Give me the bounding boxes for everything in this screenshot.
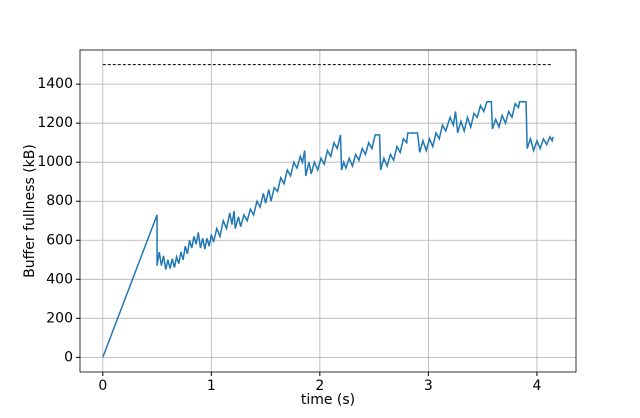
y-tick-label: 800 [46, 193, 73, 209]
x-tick-label: 3 [424, 378, 433, 394]
y-tick-label: 600 [46, 232, 73, 248]
y-tick-label: 200 [46, 310, 73, 326]
data-line [102, 100, 554, 358]
x-tick-label: 1 [207, 378, 216, 394]
y-axis-label: Buffer fullness (kB) [22, 144, 38, 278]
x-tick-label: 4 [532, 378, 541, 394]
y-tick-label: 1000 [37, 154, 73, 170]
x-tick-label: 2 [315, 378, 324, 394]
x-axis-label: time (s) [301, 392, 355, 408]
y-tick-label: 1400 [37, 76, 73, 92]
plot-frame [79, 49, 577, 373]
y-tick-label: 1200 [37, 115, 73, 131]
x-tick-label: 0 [98, 378, 107, 394]
y-tick-label: 400 [46, 271, 73, 287]
y-tick-label: 0 [64, 349, 73, 365]
